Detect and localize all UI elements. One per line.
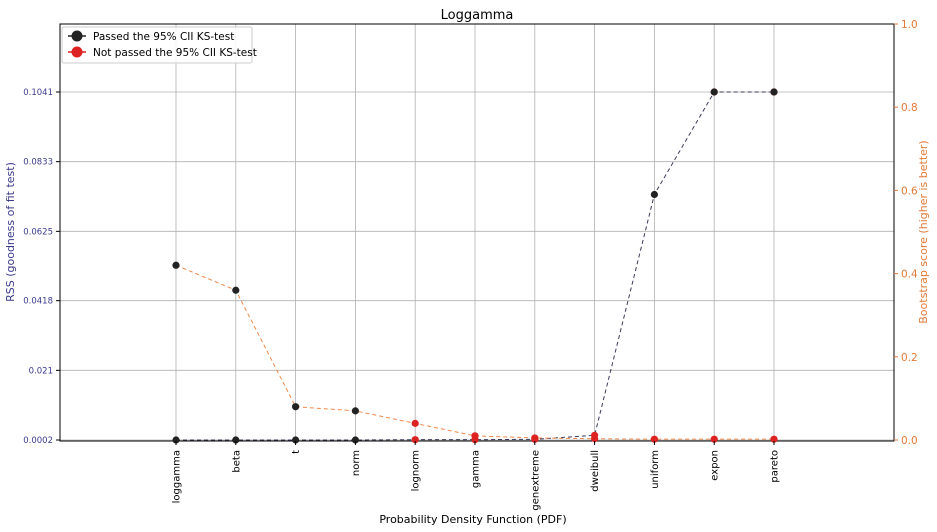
legend-label-not-passed: Not passed the 95% CII KS-test [93,47,257,59]
y-left-tick-label: 0.0833 [23,158,53,168]
x-tick-label: t [291,450,302,454]
y-right-axis-label: Bootstrap score (higher is better) [917,140,930,323]
y-left-axis-label: RSS (goodness of fit test) [4,162,17,302]
x-tick-label: dweibull [590,450,601,492]
x-tick-label: expon [710,450,721,481]
legend-marker-not-passed [71,46,83,58]
y-right-tick-label: 0.2 [901,352,918,364]
marker-passed [710,88,718,96]
marker-not-passed [770,435,778,443]
y-left-tick-label: 0.021 [29,366,53,376]
y-left-tick-label: 0.1041 [23,88,53,98]
chart-title: Loggamma [441,8,514,23]
legend-label-passed: Passed the 95% CII KS-test [93,31,234,43]
y-left-tick-label: 0.0002 [23,436,53,446]
y-right-tick-label: 0.8 [901,102,918,114]
y-left-tick-label: 0.0625 [23,227,53,237]
marker-not-passed [411,419,419,427]
x-tick-label: gamma [471,450,482,488]
marker-not-passed [411,436,419,444]
series-layer [172,88,778,444]
x-tick-label: loggamma [172,450,183,503]
marker-passed [292,403,300,411]
marker-not-passed [650,435,659,443]
series-line-rss [176,91,774,441]
x-tick-label: lognorm [411,450,422,491]
x-tick-label: genextreme [530,450,541,511]
marker-passed [172,436,180,444]
x-tick-label: beta [231,450,242,473]
marker-passed [650,190,659,199]
x-tick-label: norm [351,450,362,476]
y-right-tick-label: 0.6 [901,185,918,197]
plot-frame [59,23,895,442]
x-tick-label: uniform [650,450,661,489]
marker-passed [351,436,359,444]
legend-marker-passed [71,30,83,42]
x-tick-label: pareto [770,450,781,483]
y-right-tick-label: 1.0 [901,19,918,31]
marker-not-passed [531,435,539,443]
y-right-tick-label: 0.0 [901,435,918,447]
marker-not-passed [591,431,599,439]
marker-passed [232,436,240,444]
series-line-bootstrap [175,264,774,440]
marker-passed [292,436,300,444]
marker-passed [770,88,778,96]
marker-passed [351,407,359,415]
x-axis-label: Probability Density Function (PDF) [379,513,566,526]
grid-lines [60,24,894,441]
legend: Passed the 95% CII KS-test Not passed th… [61,26,257,64]
marker-not-passed [471,436,479,444]
axis-layer: 0.0002 0.021 0.0418 0.0625 0.0833 0.1041 logga… [23,19,918,511]
y-left-tick-label: 0.0418 [23,297,53,307]
marker-not-passed [710,435,718,443]
marker-passed [232,286,240,294]
marker-passed [172,261,180,269]
y-right-tick-label: 0.4 [901,269,918,281]
legend-box [61,26,253,64]
